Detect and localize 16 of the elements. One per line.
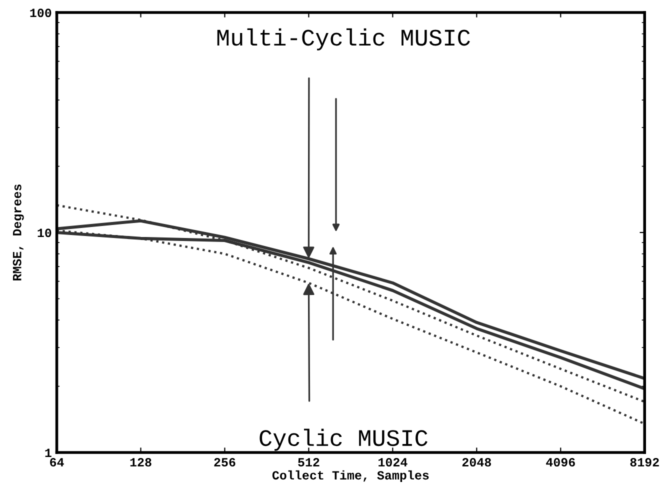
x-tick-label: 128	[130, 458, 152, 467]
x-tick-label: 4096	[546, 458, 575, 467]
x-tick-label: 8192	[630, 458, 659, 467]
y-axis-title: RMSE, Degrees	[12, 184, 24, 280]
y-tick-label: 10	[38, 228, 52, 238]
y-tick-label: 100	[30, 8, 52, 18]
x-axis-title: Collect Time, Samples	[272, 470, 429, 482]
x-tick-label: 512	[298, 458, 320, 467]
x-tick-label: 2048	[462, 458, 491, 467]
annotation: Cyclic MUSIC	[260, 428, 428, 451]
x-tick-label: 1024	[378, 458, 408, 467]
x-tick-label: 256	[214, 458, 236, 467]
line-series	[56, 204, 645, 403]
y-tick-label: 1	[45, 448, 52, 458]
annotation: Multi-Cyclic MUSIC	[217, 28, 470, 50]
x-tick-label: 64	[50, 458, 64, 467]
